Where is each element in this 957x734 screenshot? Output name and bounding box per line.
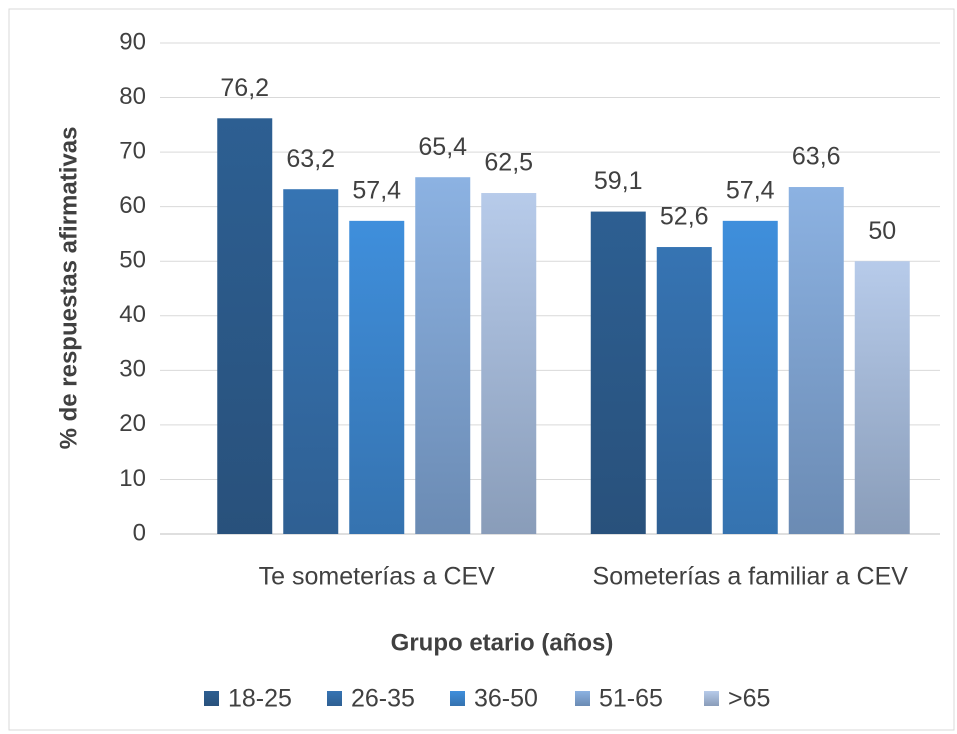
data-label: 57,4 bbox=[726, 176, 775, 204]
legend-swatch bbox=[704, 691, 719, 706]
y-tick-label: 60 bbox=[119, 192, 146, 219]
y-tick-label: 0 bbox=[133, 519, 146, 546]
legend-label: 51-65 bbox=[599, 685, 663, 713]
y-tick-label: 90 bbox=[119, 28, 146, 55]
x-axis-title: Grupo etario (años) bbox=[391, 629, 614, 656]
y-tick-label: 30 bbox=[119, 356, 146, 383]
y-axis-title: % de respuestas afirmativas bbox=[55, 127, 82, 450]
data-label: 63,2 bbox=[286, 145, 335, 173]
legend-swatch bbox=[450, 691, 465, 706]
y-tick-label: 40 bbox=[119, 301, 146, 328]
legend-swatch bbox=[204, 691, 219, 706]
bar bbox=[217, 118, 273, 534]
data-label: 63,6 bbox=[792, 143, 841, 171]
data-label: 57,4 bbox=[352, 176, 401, 204]
data-label: 62,5 bbox=[484, 149, 533, 177]
y-tick-label: 50 bbox=[119, 247, 146, 274]
bar bbox=[788, 187, 844, 534]
data-label: 50 bbox=[868, 217, 896, 245]
x-tick-label: Te someterías a CEV bbox=[259, 563, 496, 591]
data-label: 65,4 bbox=[418, 133, 467, 161]
bar bbox=[283, 189, 339, 534]
bar bbox=[590, 211, 646, 534]
bar bbox=[481, 193, 537, 534]
legend-label: 36-50 bbox=[474, 685, 538, 713]
data-label: 52,6 bbox=[660, 203, 709, 231]
bar bbox=[656, 247, 712, 534]
bar bbox=[854, 261, 910, 534]
y-tick-label: 10 bbox=[119, 465, 146, 492]
bar bbox=[415, 177, 471, 534]
legend-label: >65 bbox=[728, 685, 770, 713]
bar bbox=[349, 220, 405, 534]
x-tick-label: Someterías a familiar a CEV bbox=[593, 563, 909, 591]
data-label: 76,2 bbox=[220, 74, 269, 102]
legend-label: 26-35 bbox=[351, 685, 415, 713]
legend-swatch bbox=[327, 691, 342, 706]
bar bbox=[722, 220, 778, 534]
y-tick-label: 80 bbox=[119, 83, 146, 110]
data-label: 59,1 bbox=[594, 167, 643, 195]
y-tick-label: 70 bbox=[119, 137, 146, 164]
legend-label: 18-25 bbox=[228, 685, 292, 713]
y-tick-label: 20 bbox=[119, 410, 146, 437]
legend-swatch bbox=[575, 691, 590, 706]
